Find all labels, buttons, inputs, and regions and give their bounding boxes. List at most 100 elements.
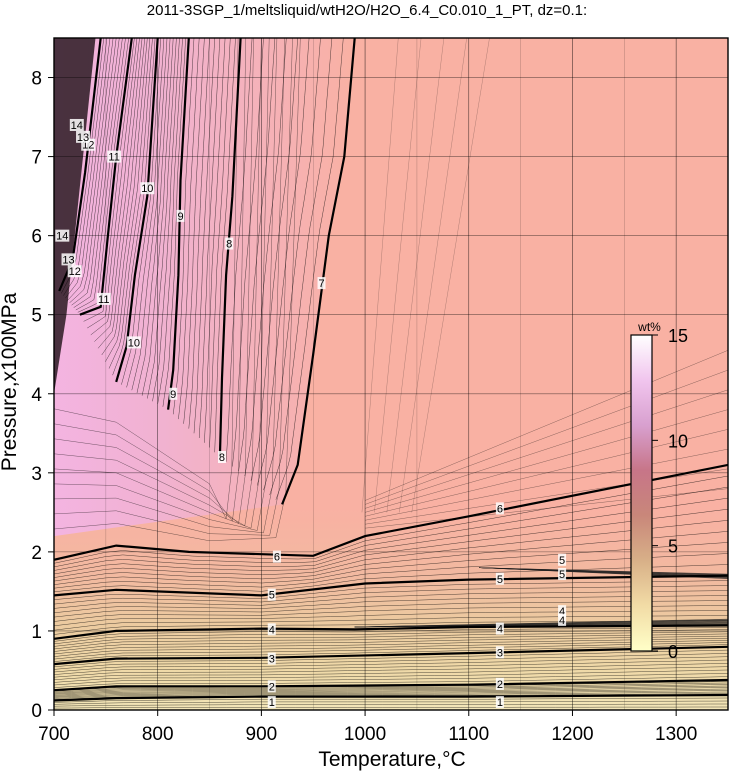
minor-contour <box>136 38 171 394</box>
major-contour-3 <box>54 645 728 666</box>
minor-contour <box>365 409 728 513</box>
minor-contour <box>54 610 728 627</box>
minor-contour <box>54 637 728 655</box>
colorbar-tick-label: 0 <box>668 642 678 662</box>
minor-contour <box>183 38 205 424</box>
minor-contour <box>105 38 151 362</box>
minor-contour <box>411 38 490 513</box>
minor-contour <box>365 468 728 525</box>
minor-contour <box>54 644 728 662</box>
minor-contour <box>97 38 145 349</box>
minor-contour <box>54 38 262 527</box>
minor-contour <box>147 38 177 399</box>
major-contour-10 <box>115 38 159 383</box>
contour-label: 12 <box>69 266 81 278</box>
contour-label: 3 <box>269 654 275 666</box>
minor-contour <box>54 656 728 673</box>
y-tick-label: 4 <box>31 385 42 406</box>
minor-contour <box>275 38 344 500</box>
contour-label-bg <box>495 622 504 635</box>
contour-label-bg <box>558 568 567 581</box>
high-water-region <box>54 38 355 537</box>
minor-contour <box>54 542 728 585</box>
contour-label-bg <box>495 572 504 585</box>
x-tick-label: 700 <box>38 724 70 745</box>
minor-contour <box>54 688 728 697</box>
minor-contour <box>54 659 728 675</box>
minor-contour <box>131 38 168 391</box>
minor-contour <box>54 38 293 536</box>
minor-contour <box>54 629 728 645</box>
major-contour-5 <box>54 574 728 597</box>
contour-label-bg <box>495 646 504 659</box>
minor-contour <box>65 38 111 299</box>
y-tick-label: 5 <box>31 306 42 327</box>
minor-contour <box>54 682 728 693</box>
x-tick-label: 800 <box>142 724 174 745</box>
minor-contour <box>365 369 728 505</box>
minor-contour <box>54 653 728 670</box>
minor-contour <box>198 38 221 439</box>
contour-label-bg <box>126 336 141 349</box>
minor-contour <box>365 448 728 521</box>
colorbar-tick-label: 5 <box>668 537 678 557</box>
contour-label: 4 <box>497 624 503 636</box>
minor-contour <box>54 700 728 705</box>
minor-contour <box>54 486 728 568</box>
minor-contour <box>83 38 135 322</box>
contour-label: 6 <box>497 503 503 515</box>
minor-contour <box>399 38 467 513</box>
minor-contour <box>67 38 114 301</box>
contour-label: 4 <box>559 606 565 618</box>
minor-contour <box>54 673 728 686</box>
minor-contour <box>214 38 236 453</box>
major-contour-2 <box>54 678 728 692</box>
minor-contour <box>61 38 105 294</box>
minor-contour <box>162 38 186 407</box>
minor-contour <box>71 38 120 306</box>
contour-label: 2 <box>269 681 275 693</box>
minor-contour <box>188 38 210 429</box>
colorbar-tick-label: 10 <box>668 431 688 451</box>
minor-contour <box>54 497 728 571</box>
contour-label: 9 <box>177 211 183 223</box>
contour-label: 5 <box>269 590 275 602</box>
contour-label-bg <box>55 229 70 242</box>
minor-contour <box>73 38 123 308</box>
minor-contour <box>69 38 117 303</box>
minor-contour <box>108 38 153 369</box>
contour-label: 5 <box>497 574 503 586</box>
minor-contour <box>54 666 728 681</box>
minor-contour <box>54 706 728 709</box>
contour-label-bg <box>267 652 276 665</box>
contour-label: 8 <box>226 239 232 251</box>
minor-contour <box>54 38 239 520</box>
minor-contour <box>54 669 728 683</box>
minor-contour <box>54 649 728 668</box>
contour-label-bg <box>495 677 504 690</box>
contour-label: 11 <box>98 294 109 306</box>
x-tick-label: 1300 <box>655 724 697 745</box>
minor-contour <box>54 685 728 695</box>
minor-contour <box>54 595 728 614</box>
x-axis-label: Temperature,°C <box>318 748 466 771</box>
minor-contour <box>54 553 728 589</box>
contour-label-bg <box>176 209 185 222</box>
minor-contour <box>232 38 264 467</box>
contour-label: 14 <box>56 231 68 243</box>
minor-contour <box>152 38 180 402</box>
minor-contour <box>54 38 278 531</box>
minor-contour <box>54 676 728 688</box>
minor-contour <box>178 38 200 420</box>
minor-contour <box>126 38 165 388</box>
contour-label-bg <box>225 237 234 250</box>
minor-contour <box>193 38 215 434</box>
minor-contour <box>141 38 174 396</box>
minor-contour <box>77 38 129 313</box>
contour-label: 5 <box>559 569 565 581</box>
x-tick-label: 1000 <box>344 724 386 745</box>
chart-title: 2011-3SGP_1/meltsliquid/wtH2O/H2O_6.4_C0… <box>146 2 588 19</box>
minor-contour <box>54 38 301 542</box>
contour-label-bg <box>267 680 276 693</box>
